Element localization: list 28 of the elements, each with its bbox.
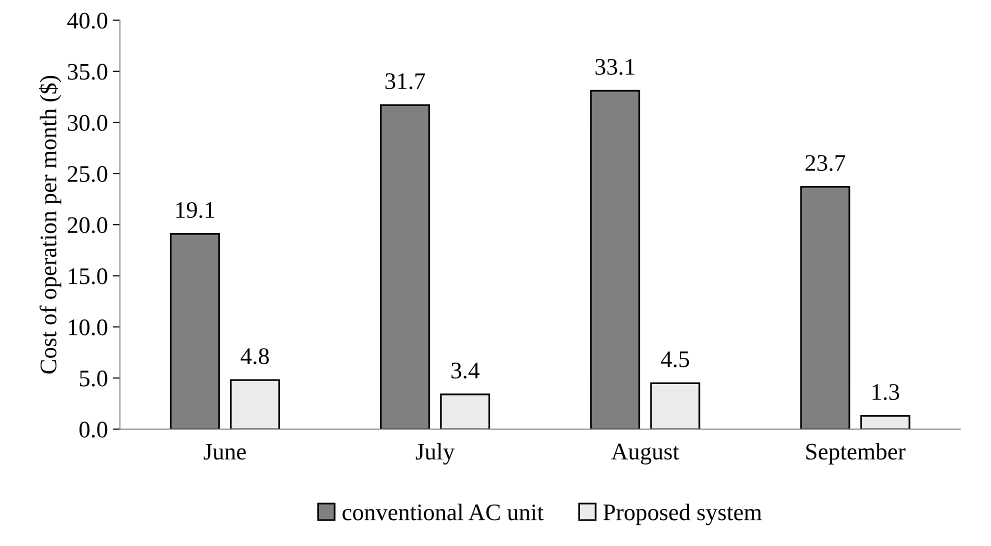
bar (440, 394, 490, 430)
x-tick-label: July (416, 443, 455, 465)
y-tick-label: 10.0 (68, 319, 108, 336)
y-tick-label: 20.0 (68, 217, 108, 234)
y-axis-title: Cost of operation per month ($) (39, 76, 62, 374)
bar (650, 382, 700, 430)
legend-label: Proposed system (603, 504, 762, 526)
data-label: 19.1 (176, 202, 214, 218)
y-tick-label: 15.0 (68, 268, 108, 284)
data-label: 23.7 (806, 155, 846, 172)
x-tick-label: August (611, 444, 680, 464)
data-label: 4.5 (660, 351, 690, 368)
bar (230, 379, 280, 430)
x-tick-label: September (806, 443, 906, 464)
bar (860, 415, 910, 430)
y-tick-label: 5.0 (80, 370, 108, 387)
y-tick-label: 0.0 (79, 422, 108, 438)
data-label: 1.3 (872, 384, 900, 400)
data-label: 33.1 (596, 58, 634, 75)
y-tick-label: 25.0 (68, 166, 108, 182)
y-tick-label: 30.0 (68, 114, 108, 131)
data-label: 3.4 (451, 362, 480, 379)
data-label: 31.7 (385, 73, 425, 90)
data-label: 4.8 (240, 348, 269, 364)
legend-label: conventional AC unit (342, 504, 544, 520)
y-tick-label: 35.0 (68, 64, 108, 80)
x-tick-label: June (204, 444, 246, 460)
y-tick-label: 40.0 (67, 12, 108, 29)
